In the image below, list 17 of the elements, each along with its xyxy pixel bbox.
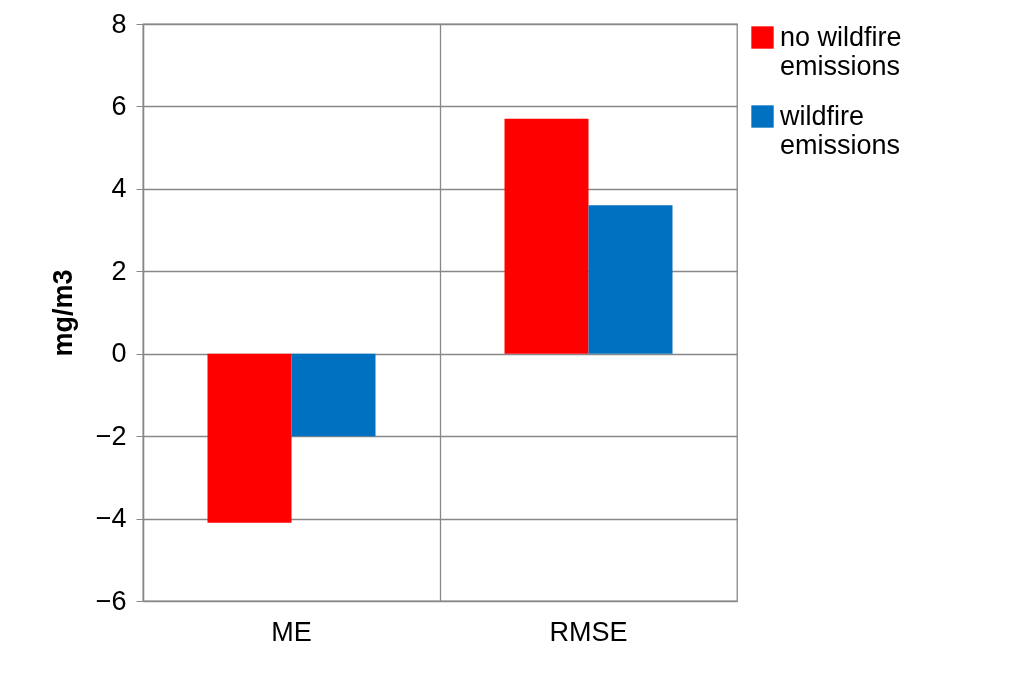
y-tick-label: 8 bbox=[111, 8, 127, 39]
y-tick-label: 2 bbox=[111, 255, 127, 286]
y-tick-label: 4 bbox=[111, 173, 127, 204]
y-tick-label: 6 bbox=[111, 90, 127, 121]
x-tick-label: RMSE bbox=[549, 616, 628, 647]
bar bbox=[207, 353, 292, 523]
y-axis-title: mg/m3 bbox=[47, 269, 78, 357]
y-tick-label: −4 bbox=[95, 503, 127, 534]
x-tick-label: ME bbox=[271, 616, 312, 647]
y-tick-label: −2 bbox=[95, 420, 127, 451]
y-tick-label: 0 bbox=[111, 338, 127, 369]
bar bbox=[504, 118, 589, 354]
legend-label: wildfire emissions bbox=[779, 100, 901, 160]
y-tick-label: −6 bbox=[95, 585, 127, 616]
legend-label: no wildfire emissions bbox=[780, 21, 902, 81]
bar bbox=[588, 205, 673, 354]
bar bbox=[291, 353, 376, 437]
